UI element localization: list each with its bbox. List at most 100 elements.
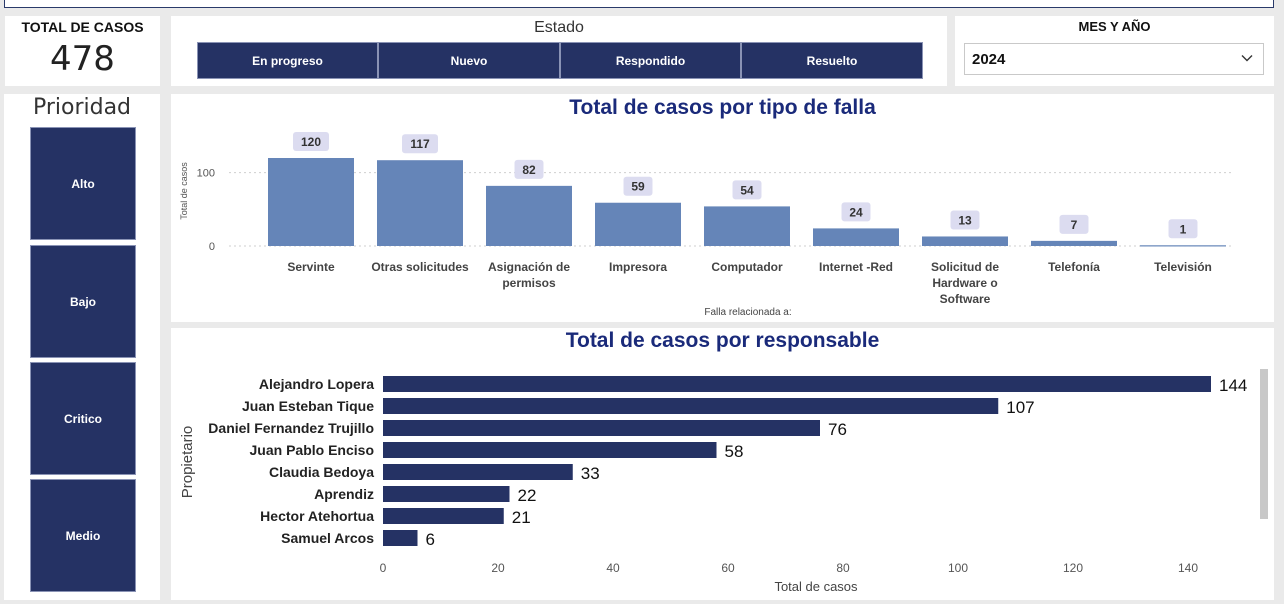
falla-data-label: 59 (631, 180, 645, 194)
falla-category-label: Software (940, 292, 991, 306)
responsable-x-tick: 0 (380, 561, 387, 575)
falla-bar[interactable] (704, 206, 790, 246)
falla-category-label: Televisión (1154, 260, 1212, 274)
falla-bar[interactable] (1031, 240, 1117, 246)
falla-bar[interactable] (813, 228, 899, 246)
responsable-data-label: 76 (828, 420, 847, 439)
responsable-data-label: 21 (512, 508, 531, 527)
responsable-chart-title: Total de casos por responsable (565, 329, 880, 352)
responsable-bar[interactable] (383, 464, 573, 480)
mes-ano-dropdown[interactable]: 2024 (964, 43, 1264, 75)
responsable-chart-card: Total de casos por responsable Propietar… (171, 328, 1274, 600)
responsable-x-tick: 40 (606, 561, 620, 575)
falla-data-label: 54 (740, 183, 754, 197)
falla-category-label: Telefonía (1048, 260, 1100, 274)
falla-data-label: 24 (849, 205, 863, 219)
responsable-bar[interactable] (383, 376, 1211, 392)
falla-data-label-bg (623, 176, 653, 196)
estado-option-resuelto[interactable]: Resuelto (741, 42, 923, 79)
falla-chart-title: Total de casos por tipo de falla (569, 96, 876, 119)
responsable-x-tick: 120 (1063, 561, 1083, 575)
prioridad-option-alto[interactable]: Alto (30, 127, 136, 240)
total-cases-card: TOTAL DE CASOS 478 (5, 16, 160, 86)
falla-data-label: 82 (522, 163, 536, 177)
responsable-category-label: Hector Atehortua (260, 508, 374, 524)
estado-option-nuevo[interactable]: Nuevo (378, 42, 560, 79)
falla-chart-card: Total de casos por tipo de falla Total d… (171, 94, 1274, 322)
responsable-category-label: Samuel Arcos (281, 530, 374, 546)
prioridad-title: Prioridad (32, 95, 132, 120)
falla-x-axis-label: Falla relacionada a: (704, 307, 791, 318)
responsable-bar[interactable] (383, 508, 504, 524)
responsable-data-label: 144 (1219, 376, 1247, 395)
responsable-data-label: 6 (426, 530, 435, 549)
total-cases-label: TOTAL DE CASOS (21, 19, 144, 35)
falla-y-axis-label: Total de casos (179, 162, 189, 220)
responsable-x-tick: 140 (1178, 561, 1198, 575)
falla-data-label-bg (514, 159, 544, 179)
responsable-bar[interactable] (383, 530, 418, 546)
estado-slicer-title: Estado (534, 19, 584, 36)
falla-data-label-bg (732, 180, 762, 200)
responsable-x-tick: 100 (948, 561, 968, 575)
falla-data-label-bg (402, 134, 438, 154)
total-cases-value: 478 (50, 39, 115, 79)
falla-data-label-bg (1059, 214, 1089, 234)
responsable-bar[interactable] (383, 420, 820, 436)
mes-ano-label: MES Y AÑO (1078, 19, 1151, 34)
falla-data-label-bg (293, 132, 329, 151)
falla-data-label-bg (1168, 219, 1198, 239)
responsable-bar[interactable] (383, 442, 717, 458)
chevron-down-icon (1241, 55, 1253, 62)
falla-bar[interactable] (922, 236, 1008, 246)
mes-ano-slicer: MES Y AÑO 2024 (955, 16, 1274, 86)
falla-chart: Total de casos Falla relacionada a: 0 100… (179, 132, 1231, 318)
falla-bar[interactable] (486, 185, 572, 246)
responsable-data-label: 33 (581, 464, 600, 483)
prioridad-option-critico[interactable]: Critico (30, 362, 136, 475)
responsable-y-axis-label: Propietario (179, 426, 196, 499)
responsable-bar[interactable] (383, 398, 999, 414)
falla-category-label: Impresora (609, 260, 667, 274)
falla-data-label: 1 (1180, 222, 1187, 236)
responsable-x-tick: 60 (721, 561, 735, 575)
top-strip (4, 0, 1274, 8)
responsable-scrollbar[interactable] (1260, 369, 1268, 519)
responsable-x-axis-label: Total de casos (774, 579, 858, 594)
falla-bar[interactable] (1140, 245, 1226, 247)
responsable-x-tick: 20 (491, 561, 505, 575)
responsable-bar[interactable] (383, 486, 510, 502)
responsable-data-label: 58 (725, 442, 744, 461)
responsable-data-label: 107 (1006, 398, 1034, 417)
falla-data-label: 7 (1071, 218, 1078, 232)
estado-option-respondido[interactable]: Respondido (560, 42, 741, 79)
responsable-data-label: 22 (518, 486, 537, 505)
prioridad-option-bajo[interactable]: Bajo (30, 245, 136, 358)
falla-data-label: 117 (410, 137, 430, 151)
responsable-category-label: Juan Esteban Tique (242, 398, 374, 414)
falla-bar[interactable] (377, 160, 463, 246)
falla-y-tick: 0 (209, 241, 215, 253)
falla-data-label: 120 (301, 135, 321, 149)
falla-bar[interactable] (268, 158, 354, 246)
falla-category-label: Servinte (287, 260, 335, 274)
falla-category-label: Asignación de (488, 260, 570, 274)
estado-slicer: Estado En progreso Nuevo Respondido Resu… (171, 16, 947, 86)
estado-option-en-progreso[interactable]: En progreso (197, 42, 378, 79)
falla-category-label: permisos (502, 276, 556, 290)
falla-data-label-bg (950, 210, 980, 230)
prioridad-option-medio[interactable]: Medio (30, 479, 136, 592)
prioridad-slicer: Prioridad Alto Bajo Critico Medio (4, 94, 160, 600)
responsable-category-label: Juan Pablo Enciso (250, 442, 374, 458)
responsable-category-label: Aprendiz (314, 486, 374, 502)
falla-category-label: Solicitud de (931, 260, 999, 274)
responsable-chart: Propietario Total de casos 0 20 40 60 80 100 1… (179, 369, 1268, 594)
responsable-category-label: Alejandro Lopera (259, 376, 374, 392)
responsable-category-label: Claudia Bedoya (269, 464, 374, 480)
responsable-category-label: Daniel Fernandez Trujillo (208, 420, 374, 436)
falla-bar[interactable] (595, 202, 681, 246)
falla-category-label: Internet -Red (819, 260, 893, 274)
falla-data-label: 13 (958, 213, 972, 227)
falla-category-label: Otras solicitudes (371, 260, 469, 274)
mes-ano-selected: 2024 (972, 50, 1006, 68)
